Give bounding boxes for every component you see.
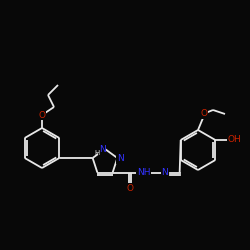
Text: OH: OH: [228, 136, 241, 144]
Text: H: H: [94, 150, 100, 156]
Text: O: O: [200, 110, 207, 118]
Text: N: N: [161, 168, 168, 177]
Text: O: O: [38, 110, 46, 120]
Text: O: O: [126, 184, 133, 193]
Text: NH: NH: [137, 168, 150, 177]
Text: N: N: [117, 154, 124, 164]
Text: N: N: [98, 146, 105, 154]
